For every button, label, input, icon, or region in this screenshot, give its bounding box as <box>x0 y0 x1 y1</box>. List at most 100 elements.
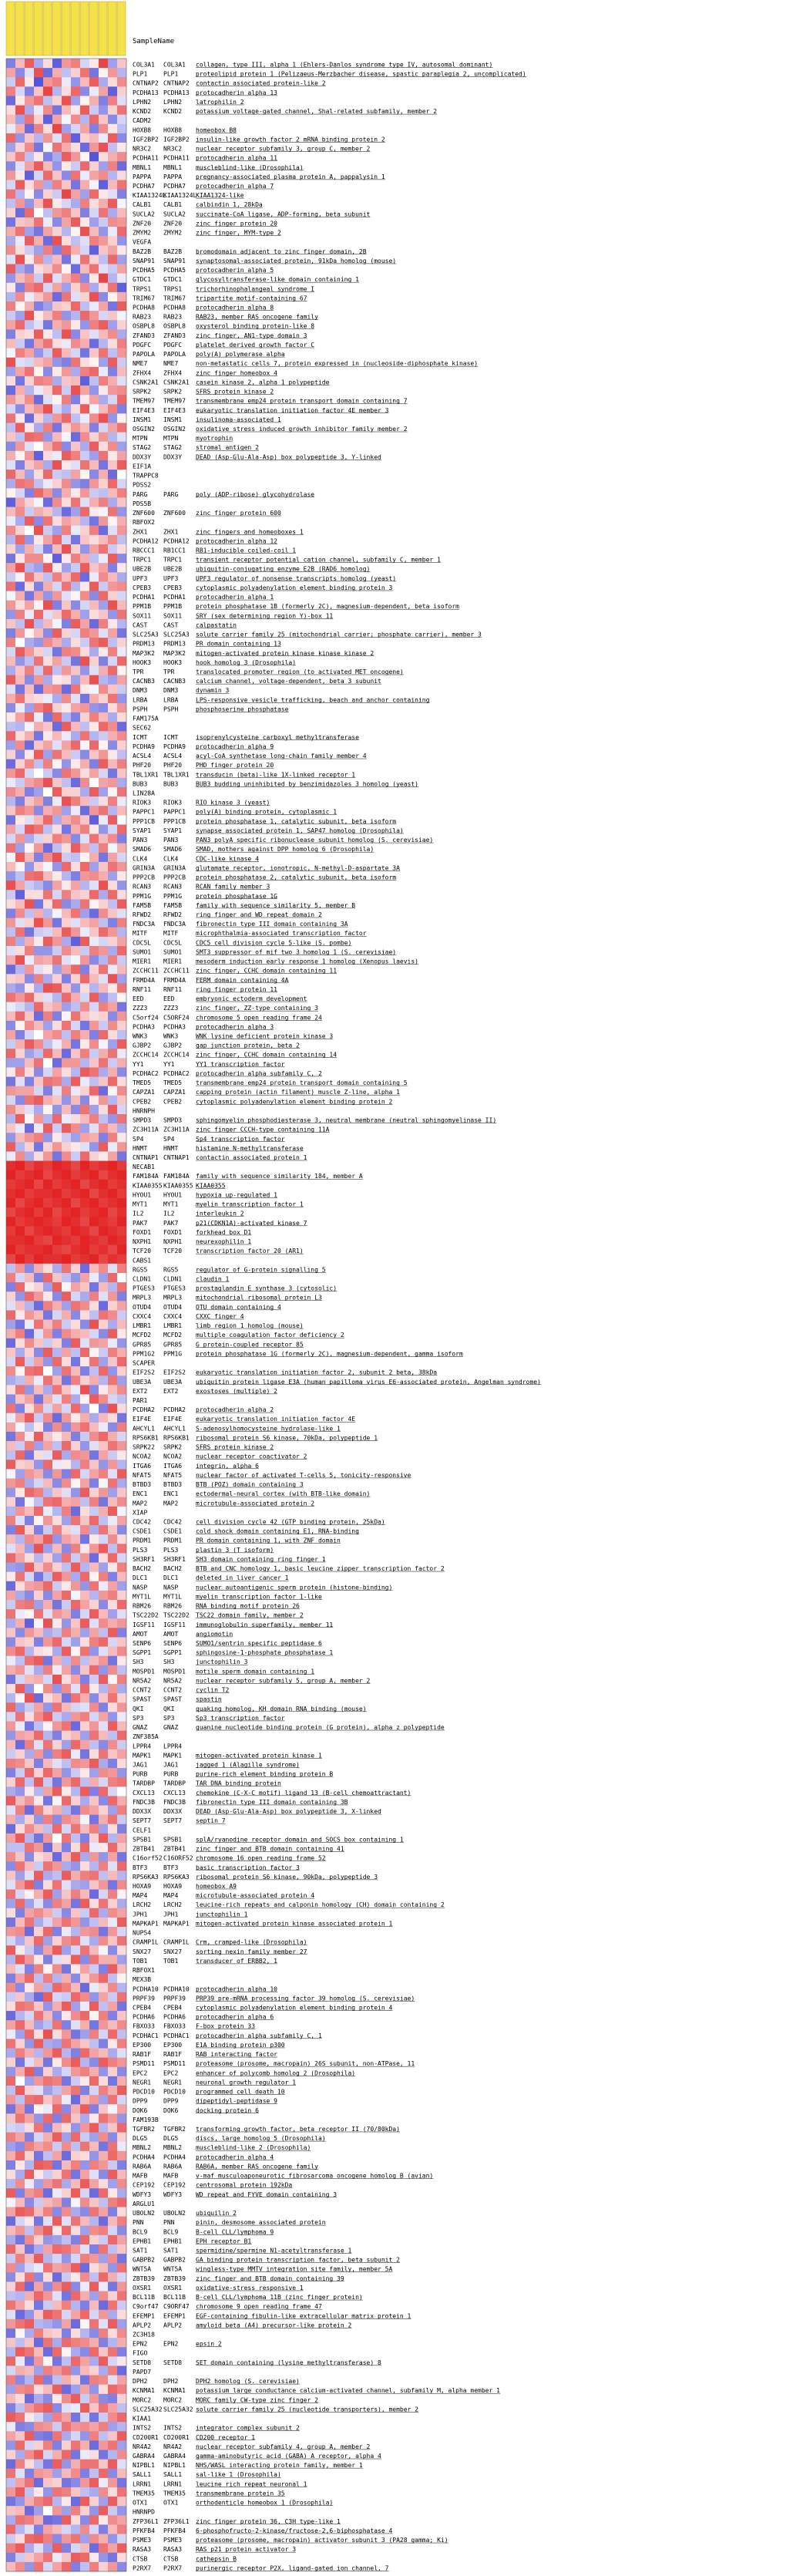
row-id: DDX3X <box>133 1808 151 1815</box>
heatmap-cell <box>99 291 108 302</box>
heatmap-cell <box>43 2459 52 2470</box>
heatmap-cell <box>52 749 62 760</box>
heatmap-cell <box>52 1590 62 1601</box>
heatmap-cell <box>34 86 43 96</box>
row-symbol: PAPOLA <box>163 351 186 358</box>
heatmap-cell <box>34 2329 43 2339</box>
heatmap-cell <box>6 470 15 480</box>
heatmap-cell <box>99 1226 108 1236</box>
row-description: NHS/WASL interacting protein family, mem… <box>196 2462 363 2469</box>
heatmap-cell <box>43 665 52 676</box>
heatmap-cell <box>99 507 108 517</box>
heatmap-cell <box>52 628 62 638</box>
row-id: PDSS2 <box>133 482 151 489</box>
row-symbol: PAK7 <box>163 1220 178 1227</box>
heatmap-cell <box>6 1272 15 1283</box>
row-symbol: RAB23 <box>163 314 182 321</box>
heatmap-cell <box>34 1441 43 1451</box>
heatmap-cell <box>6 1889 15 1900</box>
heatmap-cell <box>80 871 89 881</box>
heatmap-cell <box>80 1702 89 1712</box>
heatmap-cell <box>6 386 15 396</box>
heatmap-cell <box>52 1328 62 1339</box>
heatmap-cell <box>117 2104 126 2114</box>
heatmap-cell <box>80 2403 89 2413</box>
heatmap-cell <box>43 133 52 143</box>
heatmap-cell <box>71 2170 80 2180</box>
row-description: ring finger and WD repeat domain 2 <box>196 911 322 918</box>
row-description: CD200 receptor 1 <box>196 2434 255 2441</box>
heatmap-cell <box>62 1871 71 1881</box>
heatmap-cell <box>62 1431 71 1442</box>
heatmap-cell <box>43 1497 52 1507</box>
row-id: HNRNPD <box>133 2509 155 2516</box>
heatmap-cell <box>99 282 108 293</box>
heatmap-cell <box>89 2244 99 2254</box>
row-symbol: TBL1XR1 <box>163 771 190 778</box>
heatmap-cell <box>89 600 99 611</box>
heatmap-cell <box>15 2413 25 2423</box>
heatmap-cell <box>89 2011 99 2021</box>
row-id: PAN3 <box>133 837 147 844</box>
heatmap-cell <box>89 1506 99 1517</box>
heatmap-cell <box>80 2356 89 2366</box>
heatmap-cell <box>117 375 126 386</box>
row-id: OSBPL8 <box>133 323 155 330</box>
heatmap-cell <box>6 1843 15 1853</box>
heatmap-cell <box>52 254 62 264</box>
heatmap-cell <box>25 740 34 750</box>
row-id: SEC62 <box>133 725 151 732</box>
heatmap-cell <box>89 198 99 209</box>
heatmap-cell <box>108 338 117 349</box>
heatmap-cell <box>43 105 52 116</box>
heatmap-cell <box>89 1544 99 1554</box>
row-symbol: KCNMA1 <box>163 2387 186 2394</box>
heatmap-cell <box>62 2291 71 2302</box>
heatmap-cell <box>117 1376 126 1386</box>
heatmap-cell <box>108 1506 117 1517</box>
heatmap-cell <box>6 749 15 760</box>
row-id: AMOT <box>133 1631 147 1638</box>
heatmap-cell <box>25 890 34 900</box>
heatmap-cell <box>71 2123 80 2133</box>
heatmap-cell <box>25 1562 34 1573</box>
heatmap-cell <box>6 2487 15 2497</box>
row-id: PRDM13 <box>133 641 155 648</box>
row-description: purine-rich element binding protein B <box>196 1771 333 1778</box>
heatmap-cell <box>62 618 71 629</box>
heatmap-cell <box>62 2431 71 2441</box>
heatmap-cell <box>43 2104 52 2114</box>
heatmap-cell <box>6 2123 15 2133</box>
heatmap-cell <box>80 2431 89 2441</box>
heatmap-cell <box>43 852 52 863</box>
heatmap-cell <box>71 628 80 638</box>
heatmap-cell <box>25 1814 34 1825</box>
heatmap-cell <box>117 1823 126 1834</box>
row-description: chromosome 5 open reading frame 24 <box>196 1014 322 1021</box>
heatmap-cell <box>15 2104 25 2114</box>
heatmap-cell <box>25 1515 34 1526</box>
heatmap-cell <box>34 2188 43 2198</box>
heatmap-cell <box>34 1207 43 1217</box>
heatmap-cell <box>34 1889 43 1900</box>
heatmap-cell <box>34 189 43 200</box>
row-description: sal-like 1 (Drosophila) <box>196 2471 281 2478</box>
heatmap-cell <box>25 768 34 779</box>
heatmap-cell <box>52 2384 62 2395</box>
heatmap-cell <box>80 386 89 396</box>
heatmap-cell <box>89 965 99 975</box>
heatmap-cell <box>25 329 34 339</box>
heatmap-cell <box>43 375 52 386</box>
heatmap-cell <box>89 1207 99 1217</box>
heatmap-cell <box>25 488 34 498</box>
heatmap-cell <box>62 2497 71 2507</box>
heatmap-cell <box>6 992 15 1003</box>
heatmap-cell <box>6 702 15 713</box>
heatmap-cell <box>99 1534 108 1544</box>
row-id: MEX3B <box>133 1976 151 1983</box>
heatmap-cell <box>117 2318 126 2329</box>
heatmap-cell <box>43 2197 52 2207</box>
heatmap-cell <box>80 1450 89 1460</box>
heatmap-cell <box>34 1376 43 1386</box>
heatmap-cell <box>99 432 108 443</box>
